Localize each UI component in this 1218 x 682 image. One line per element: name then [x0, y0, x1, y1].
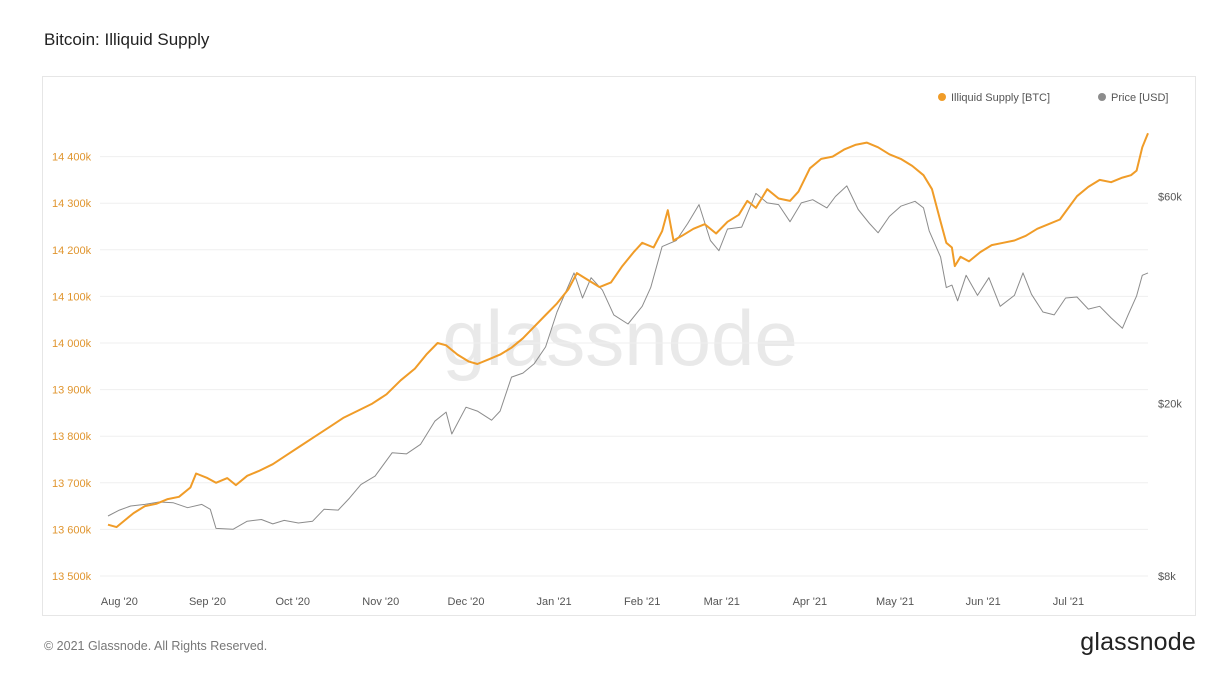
page-title: Bitcoin: Illiquid Supply [44, 30, 210, 49]
x-tick-label: Oct '20 [275, 596, 310, 608]
chart-frame [42, 76, 1196, 616]
x-tick-label: Mar '21 [704, 596, 740, 608]
right-tick-label: $60k [1158, 192, 1182, 204]
legend: Illiquid Supply [BTC] Price [USD] [938, 92, 1168, 104]
x-tick-label: Jan '21 [537, 596, 572, 608]
legend-marker [1098, 93, 1106, 101]
x-tick-label: Aug '20 [101, 596, 138, 608]
x-tick-label: Jul '21 [1053, 596, 1084, 608]
left-tick-label: 13 500k [52, 571, 92, 583]
x-tick-label: Jun '21 [966, 596, 1001, 608]
x-tick-label: Feb '21 [624, 596, 660, 608]
left-axis: 13 500k 13 600k 13 700k 13 800k 13 900k 14 00… [52, 152, 92, 583]
left-tick-label: 14 400k [52, 152, 92, 164]
x-axis: Aug '20 Sep '20 Oct '20 Nov '20 Dec '20 Jan '… [101, 596, 1084, 608]
x-tick-label: Apr '21 [793, 596, 828, 608]
left-tick-label: 13 800k [52, 431, 92, 443]
illiquid-supply-line [107, 132, 1149, 529]
left-tick-label: 13 700k [52, 478, 92, 490]
series [107, 132, 1149, 530]
right-tick-label: $8k [1158, 571, 1176, 583]
price-line [107, 185, 1149, 530]
left-tick-label: 13 600k [52, 524, 92, 536]
copyright-text: © 2021 Glassnode. All Rights Reserved. [44, 639, 268, 653]
x-tick-label: Nov '20 [362, 596, 399, 608]
left-tick-label: 14 300k [52, 198, 92, 210]
x-tick-label: Dec '20 [448, 596, 485, 608]
right-tick-label: $20k [1158, 398, 1182, 410]
left-tick-label: 13 900k [52, 385, 92, 397]
x-tick-label: Sep '20 [189, 596, 226, 608]
legend-label: Price [USD] [1111, 92, 1168, 104]
x-tick-label: May '21 [876, 596, 914, 608]
left-tick-label: 14 100k [52, 291, 92, 303]
legend-marker [938, 93, 946, 101]
watermark: glassnode [442, 294, 798, 382]
legend-label: Illiquid Supply [BTC] [951, 92, 1050, 104]
right-axis: $8k $20k $60k [1158, 192, 1182, 583]
left-tick-label: 14 200k [52, 245, 92, 257]
left-tick-label: 14 000k [52, 338, 92, 350]
glassnode-logo[interactable]: glassnode [1080, 628, 1196, 656]
gridlines [100, 156, 1148, 577]
